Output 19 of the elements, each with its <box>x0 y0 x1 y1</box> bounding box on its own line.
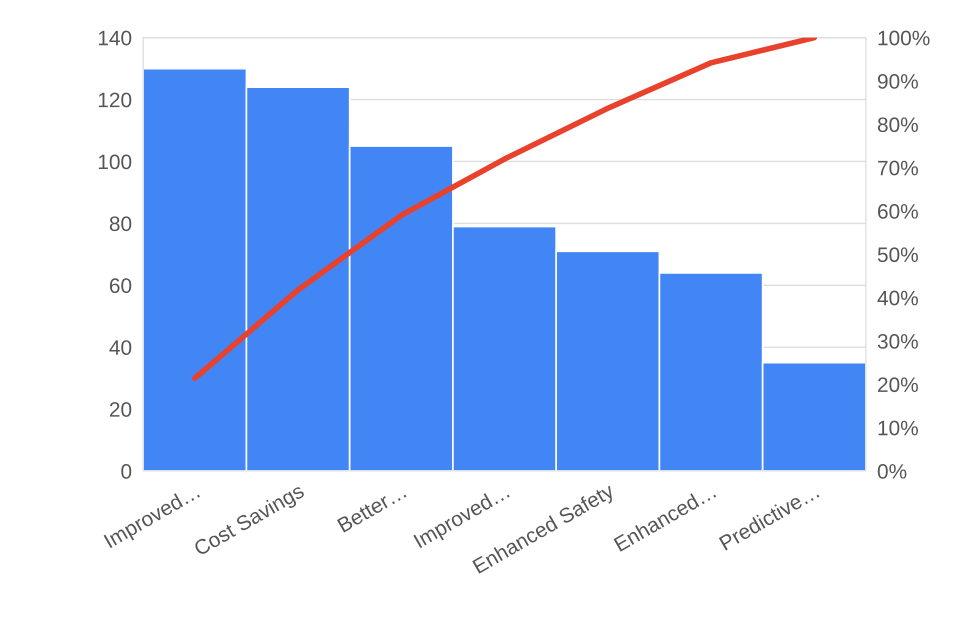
y-tick-label: 140 <box>98 30 132 46</box>
y2-tick-label: 0% <box>878 464 906 479</box>
y2-tick-label: 50% <box>878 247 918 262</box>
y2-tick-label: 60% <box>878 204 918 219</box>
y2-tick-label: 40% <box>877 290 918 306</box>
y-tick-label: 0 <box>121 464 132 479</box>
y-tick-label: 20 <box>110 402 132 417</box>
y2-tick-label: 10% <box>878 420 918 436</box>
y-tick-label: 120 <box>98 92 132 108</box>
y-tick-label: 80 <box>110 216 132 232</box>
y2-tick-label: 80% <box>878 117 918 132</box>
y-tick-label: 60 <box>110 278 132 294</box>
y-tick-label: 100 <box>98 154 132 170</box>
y2-tick-label: 100% <box>878 30 930 46</box>
y2-tick-label: 90% <box>878 74 918 89</box>
y2-tick-label: 20% <box>878 377 918 392</box>
y2-tick-label: 30% <box>878 334 918 349</box>
y2-tick-label: 70% <box>878 160 918 176</box>
y-tick-label: 40 <box>109 340 132 355</box>
